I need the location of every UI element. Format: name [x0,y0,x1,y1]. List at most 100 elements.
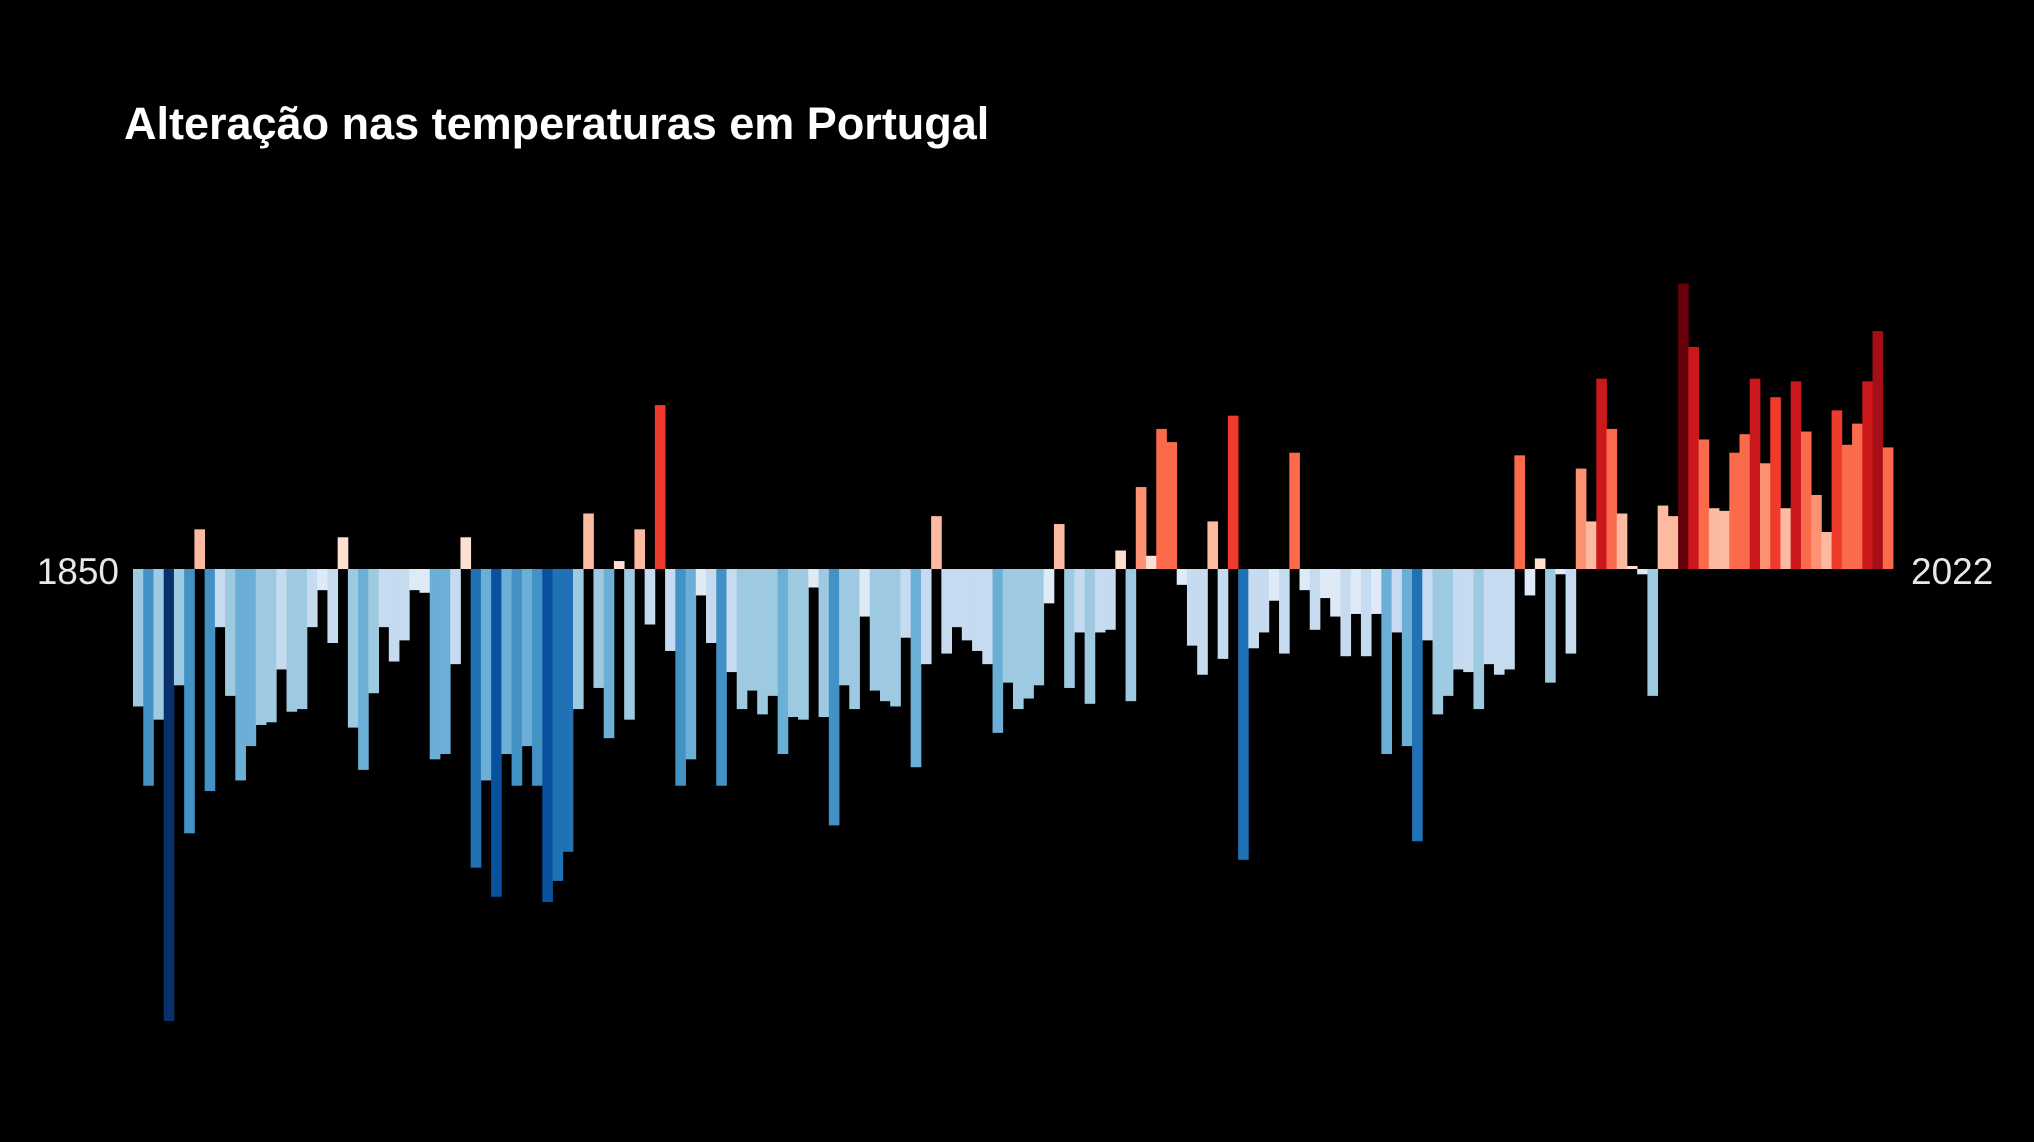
bar-1891 [552,569,564,881]
bar-1988 [1545,569,1556,683]
bar-1871 [347,569,359,728]
bar-1898 [624,569,635,720]
bar-1884 [480,569,492,781]
bar-2003 [1698,439,1710,569]
bar-1910 [746,569,758,691]
bar-2011 [1780,508,1792,569]
bar-1873 [368,569,379,694]
bar-1878 [419,569,431,593]
bar-1976 [1422,569,1433,641]
bar-1919 [839,569,850,686]
bar-1875 [388,569,400,662]
bar-1931 [961,569,973,641]
bar-1959 [1248,569,1259,649]
bar-2012 [1790,381,1802,569]
bar-1874 [378,569,390,628]
bar-1985 [1514,455,1526,569]
bar-1923 [879,569,891,702]
bar-1854 [173,569,185,686]
bar-1899 [634,529,646,569]
bar-1996 [1626,566,1638,569]
bar-1866 [296,569,308,710]
bar-1991 [1575,468,1587,569]
bar-2016 [1831,410,1843,569]
bar-1864 [276,569,287,670]
bar-2015 [1821,531,1832,569]
bar-1990 [1565,569,1577,654]
bar-2009 [1759,463,1771,569]
bar-1922 [869,569,881,691]
bar-1960 [1258,569,1270,633]
bar-1927 [920,569,932,665]
bar-1965 [1309,569,1321,630]
chart-title: Alteração nas temperaturas em Portugal [124,98,990,149]
bar-1981 [1473,569,1485,710]
bar-1963 [1289,452,1300,569]
bar-1948 [1135,487,1147,569]
bar-1953 [1186,569,1198,646]
bar-1954 [1197,569,1208,675]
bar-1945 [1105,569,1116,630]
bar-1925 [900,569,912,638]
bar-2007 [1739,434,1751,569]
bar-1865 [286,569,298,712]
bar-1940 [1053,524,1065,569]
bar-1975 [1412,569,1423,842]
bar-1906 [706,569,717,644]
end-year-label: 2022 [1911,551,1993,592]
bar-1970 [1360,569,1372,657]
bar-2010 [1770,397,1781,569]
bar-1850 [133,569,144,707]
bar-1853 [163,569,175,1021]
start-year-label: 1850 [37,551,119,592]
bar-1980 [1463,569,1474,673]
bar-1947 [1125,569,1137,702]
bar-1929 [941,569,952,654]
bar-1993 [1596,378,1607,569]
bar-1979 [1453,569,1464,670]
bar-1930 [951,569,963,628]
bar-1944 [1094,569,1106,633]
bar-1903 [675,569,686,786]
bar-1957 [1227,415,1239,569]
bar-1974 [1401,569,1413,747]
bar-1895 [593,569,605,688]
bar-1907 [716,569,727,786]
bar-1977 [1432,569,1444,715]
bar-1882 [460,537,472,569]
bar-1937 [1023,569,1034,699]
bar-2013 [1800,431,1812,569]
bar-1916 [808,569,819,588]
bar-1900 [644,569,656,625]
bar-series [133,283,1894,1021]
bar-1995 [1616,513,1628,569]
bar-1894 [583,513,594,569]
bar-1950 [1156,428,1167,569]
bar-1973 [1391,569,1403,633]
bar-1969 [1350,569,1362,614]
bar-1856 [194,529,206,569]
bar-1902 [665,569,676,651]
bar-1880 [439,569,451,755]
bar-1968 [1340,569,1352,657]
bar-1885 [491,569,502,897]
bar-1928 [931,516,942,569]
bar-1876 [399,569,410,641]
bar-1956 [1217,569,1229,659]
bar-1897 [613,561,625,569]
bar-1939 [1043,569,1055,604]
bar-1998 [1647,569,1659,696]
bar-1971 [1371,569,1382,614]
bar-2002 [1688,346,1699,569]
bar-1911 [757,569,768,715]
bar-1893 [573,569,584,710]
bar-1958 [1238,569,1249,860]
bar-1912 [767,569,779,696]
bar-1987 [1534,558,1546,569]
bar-1966 [1319,569,1331,599]
bar-1942 [1074,569,1086,633]
bar-2020 [1872,331,1884,569]
bar-1983 [1493,569,1505,675]
bar-1877 [409,569,420,591]
